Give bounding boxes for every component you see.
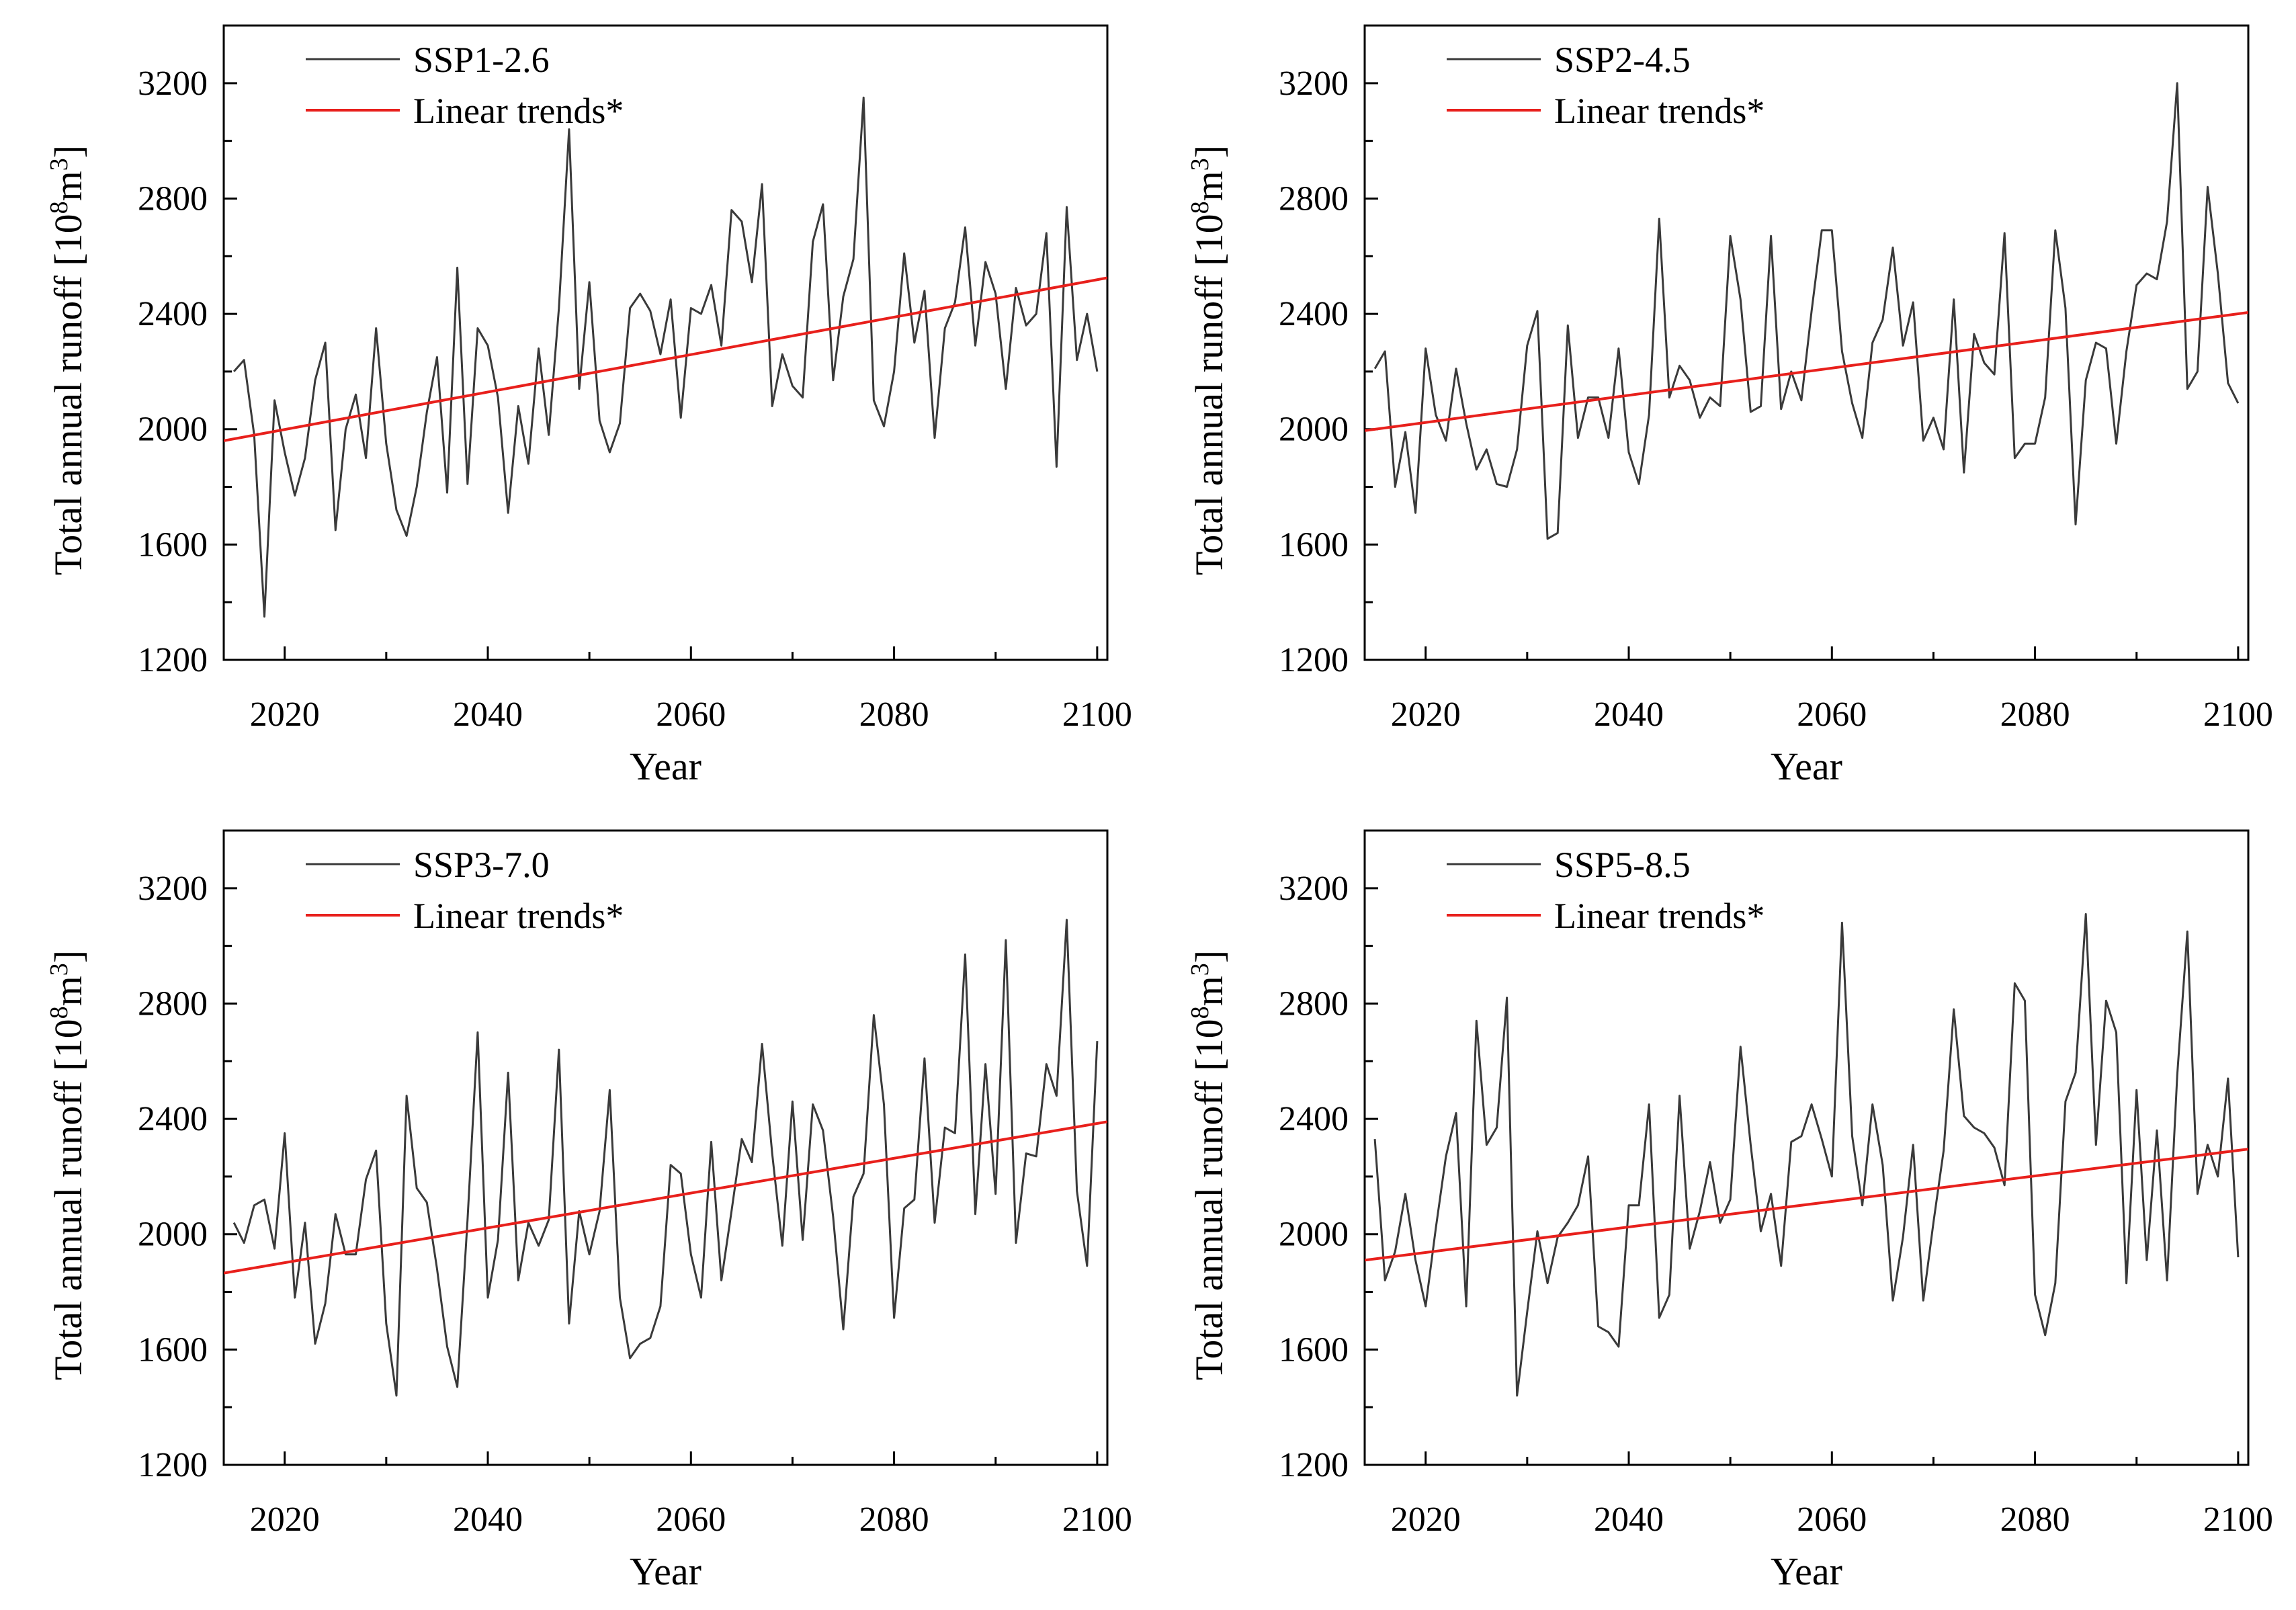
y-axis-label-part: m [1187,976,1231,1006]
y-tick-label: 1600 [1279,1330,1349,1369]
y-tick-label: 2400 [1279,1100,1349,1138]
y-tick-label: 1600 [138,525,208,564]
x-tick-label: 2080 [2000,1500,2070,1539]
y-tick-label: 2000 [138,411,208,449]
x-tick-label: 2040 [1594,1500,1664,1539]
series-line-ssp245 [1373,82,2240,540]
legend-label-series: SSP5-8.5 [1554,845,1691,885]
x-tick-label: 2060 [656,1500,726,1539]
y-tick-label: 2800 [1279,179,1349,218]
x-tick-label: 2100 [2203,695,2273,734]
x-tick-label: 2040 [453,1500,523,1539]
chart-panel-ssp370: 1200 1600 2000 2400 2800 3200 2020 2040 2060 2080… [45,829,1132,1593]
x-tick-label: 2040 [453,695,523,734]
y-axis-label: Total annual runoff [108m3] [45,950,90,1380]
legend-label-trend: Linear trends* [413,91,624,131]
y-tick-label: 2800 [1279,984,1349,1023]
y-axis-label-part: ] [1187,950,1231,963]
y-axis-label-part: m [1187,171,1231,201]
y-axis-label-part: ] [1187,145,1231,158]
plot-frame [1363,829,2250,1466]
y-axis-label-part: ] [46,145,90,158]
x-tick-label: 2100 [2203,1500,2273,1539]
y-axis-label-superscript: 3 [45,963,73,976]
trend-line-ssp585 [1365,1148,2248,1262]
x-axis-label: Year [1771,745,1842,788]
y-axis-label: Total annual runoff [108m3] [1186,950,1231,1380]
y-axis-label-superscript: 8 [45,1006,73,1019]
x-tick-label: 2100 [1062,695,1132,734]
chart-panel-ssp585: 1200 1600 2000 2400 2800 3200 2020 2040 2060 2080… [1186,829,2273,1593]
y-axis-label-superscript: 3 [1186,963,1214,976]
y-tick-label: 1600 [138,1330,208,1369]
y-tick-label: 2000 [138,1216,208,1254]
chart-panel-ssp126: 1200 1600 2000 2400 2800 3200 2020 2040 2060 2080… [45,24,1132,788]
x-axis-label: Year [630,1550,701,1593]
x-tick-label: 2060 [1797,695,1867,734]
series-line-ssp585 [1373,913,2240,1397]
y-tick-label: 1200 [1279,641,1349,679]
trend-line-ssp245 [1365,310,2248,432]
y-tick-label: 1200 [138,641,208,679]
legend-label-trend: Linear trends* [413,896,624,936]
y-axis-label-part: Total annual runoff [10 [46,1019,90,1380]
y-axis-label-superscript: 3 [1186,158,1214,171]
x-tick-label: 2080 [859,695,929,734]
x-tick-label: 2020 [1391,1500,1461,1539]
y-tick-label: 1200 [1279,1446,1349,1484]
y-axis-label-part: Total annual runoff [10 [46,214,90,575]
y-axis-label-part: Total annual runoff [10 [1187,1019,1231,1380]
y-tick-label: 2400 [1279,295,1349,333]
x-tick-label: 2020 [1391,695,1461,734]
y-tick-label: 1600 [1279,525,1349,564]
x-axis-label: Year [1771,1550,1842,1593]
x-tick-label: 2080 [859,1500,929,1539]
y-axis-label-superscript: 8 [1186,201,1214,214]
legend-label-trend: Linear trends* [1554,896,1764,936]
legend-label-series: SSP2-4.5 [1554,40,1691,80]
plot-frame [1363,24,2250,661]
legend-label-series: SSP1-2.6 [413,40,550,80]
chart-panel-ssp245: 1200 1600 2000 2400 2800 3200 2020 2040 2060 2080… [1186,24,2273,788]
y-tick-label: 2800 [138,984,208,1023]
series-line-ssp126 [232,96,1099,618]
y-tick-label: 3200 [1279,870,1349,908]
y-tick-label: 2000 [1279,1216,1349,1254]
y-axis-label-superscript: 8 [45,201,73,214]
x-tick-label: 2060 [1797,1500,1867,1539]
x-axis-label: Year [630,745,701,788]
y-tick-label: 1200 [138,1446,208,1484]
y-tick-label: 3200 [138,870,208,908]
x-tick-label: 2080 [2000,695,2070,734]
y-axis-label-superscript: 3 [45,158,73,171]
plot-frame [222,24,1109,661]
y-tick-label: 2000 [1279,411,1349,449]
y-axis-label-part: ] [46,950,90,963]
trend-line-ssp126 [224,276,1107,442]
y-tick-label: 2400 [138,295,208,333]
trend-line-ssp370 [224,1120,1107,1275]
legend-label-series: SSP3-7.0 [413,845,550,885]
y-axis-label: Total annual runoff [108m3] [45,145,90,575]
y-tick-label: 3200 [138,65,208,103]
x-tick-label: 2060 [656,695,726,734]
x-tick-label: 2100 [1062,1500,1132,1539]
y-axis-label-part: m [46,171,90,201]
y-axis-label-part: m [46,976,90,1006]
y-tick-label: 2800 [138,179,208,218]
series-line-ssp370 [232,919,1099,1397]
y-tick-label: 3200 [1279,65,1349,103]
x-tick-label: 2020 [250,695,320,734]
y-axis-label-part: Total annual runoff [10 [1187,214,1231,575]
y-axis-label: Total annual runoff [108m3] [1186,145,1231,575]
legend-label-trend: Linear trends* [1554,91,1764,131]
x-tick-label: 2020 [250,1500,320,1539]
plot-frame [222,829,1109,1466]
y-axis-label-superscript: 8 [1186,1006,1214,1019]
y-tick-label: 2400 [138,1100,208,1138]
x-tick-label: 2040 [1594,695,1664,734]
